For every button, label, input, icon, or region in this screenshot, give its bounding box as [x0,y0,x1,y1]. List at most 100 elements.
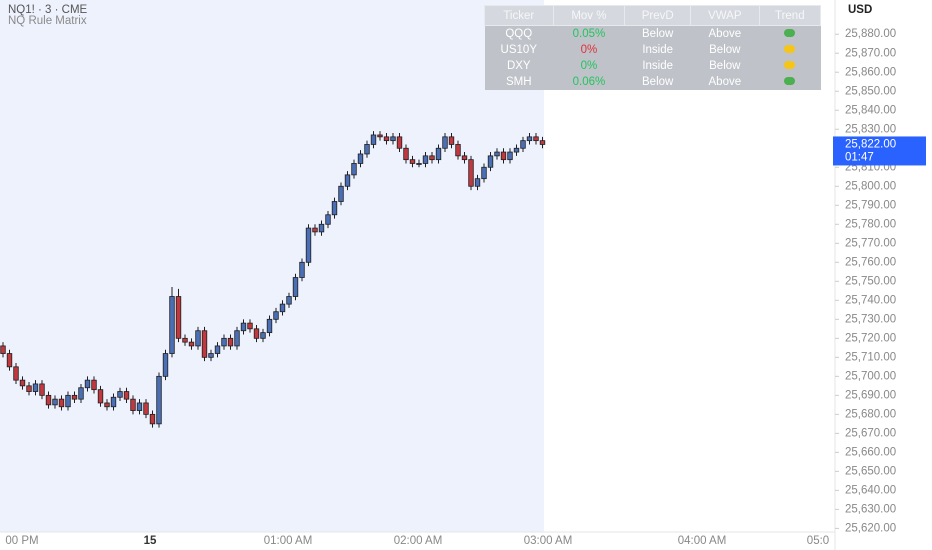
candle-body [240,322,247,332]
last-price-label: 25,822.00 [845,138,896,150]
matrix-cell: Inside [624,58,691,74]
candle-body [279,303,286,313]
x-tick-label: 04:00 AM [678,535,727,547]
column-header: Mov % [552,5,626,26]
candle-body [221,337,227,347]
y-tick-label: 25,800.00 [845,180,896,192]
candle-body [6,353,13,368]
y-tick-label: 25,680.00 [845,408,896,420]
candle-body [526,136,533,142]
y-tick-label: 25,860.00 [845,66,896,78]
candle-body [292,277,299,297]
x-tick-label: 02:00 AM [394,535,443,547]
candle-body [104,402,110,408]
y-tick-label: 25,760.00 [845,256,896,268]
y-tick-label: 25,750.00 [845,275,896,287]
candle-body [481,166,487,180]
candle-body [448,136,455,145]
matrix-cell: 0.06% [553,74,625,90]
candle-body [442,136,448,149]
candle-body [351,163,357,176]
x-tick-label: 01:00 AM [264,535,313,547]
matrix-body: QQQ 0.05% Below Above US10Y 0% Inside Below DXY 0… [484,25,821,90]
candle-body [19,379,26,387]
candle-body [97,389,104,404]
chart-subtitle: NQ Rule Matrix [8,15,87,27]
candle-body [0,345,6,354]
matrix-cell: Inside [624,42,691,58]
candle-body [533,136,539,142]
candle-body [45,394,52,406]
currency-label: USD [848,4,872,16]
candle-body [286,296,292,305]
candle-body [52,398,58,406]
candle-body [247,322,253,330]
trend-cell [759,42,821,58]
trend-cell [759,25,821,42]
matrix-cell: Below [690,58,760,74]
column-header: Ticker [484,5,554,26]
candle-body [32,383,39,392]
matrix-cell: Above [690,74,760,90]
y-tick-label: 25,850.00 [845,85,896,97]
y-tick-label: 25,650.00 [845,465,896,477]
x-tick-label: 03:00 AM [524,535,573,547]
candle-body [416,163,422,165]
trend-cell [759,58,821,74]
candle-body [364,144,370,155]
candle-body [377,134,383,138]
candle-body [357,153,364,164]
candle-body [461,155,468,161]
y-tick-label: 25,790.00 [845,199,896,211]
y-tick-label: 25,730.00 [845,313,896,325]
x-tick-label: 05:0 [807,535,829,547]
candle-body [312,227,318,233]
candle-body [65,394,71,408]
candle-body [507,151,513,161]
candle-body [331,201,338,216]
candle-body [195,330,201,347]
y-tick-label: 25,660.00 [845,446,896,458]
candle-body [435,147,442,161]
rule-matrix: Ticker Mov % PrevD VWAP Trend QQQ 0.05% Below A… [484,5,822,90]
y-tick-label: 25,870.00 [845,47,896,59]
y-tick-label: 25,710.00 [845,351,896,363]
candle-body [188,341,195,347]
candle-body [520,140,526,149]
matrix-row: DXY 0% Inside Below [484,58,821,74]
candle-body [26,385,32,392]
candle-body [299,261,305,278]
y-tick-label: 25,780.00 [845,218,896,230]
y-tick-label: 25,880.00 [845,28,896,40]
candle-body [318,223,325,233]
candle-body [149,413,156,425]
trend-dot [784,61,796,69]
matrix-row: QQQ 0.05% Below Above [484,25,821,42]
y-tick-label: 25,770.00 [845,237,896,249]
trend-dot [784,77,796,85]
y-tick-label: 25,840.00 [845,104,896,116]
trend-dot [784,45,796,53]
candle-body [487,155,494,168]
matrix-cell: Above [690,25,760,42]
trend-cell [759,74,821,90]
x-tick-label: 00 PM [5,535,38,547]
candle-body [338,185,344,202]
y-tick-label: 25,830.00 [845,123,896,135]
session-background [0,0,544,532]
y-tick-label: 25,620.00 [845,522,896,534]
candle-body [403,147,409,161]
candle-body [344,174,351,187]
chart-title: NQ1! · 3 · CME [8,4,88,16]
column-header: PrevD [624,5,692,26]
candle-body [110,396,117,408]
candle-body [227,337,234,347]
candle-body [273,311,279,320]
candle-body [162,353,169,377]
candle-body [78,387,84,400]
countdown-label: 01:47 [845,151,874,163]
matrix-cell: US10Y [484,42,554,58]
y-tick-label: 25,630.00 [845,503,896,515]
